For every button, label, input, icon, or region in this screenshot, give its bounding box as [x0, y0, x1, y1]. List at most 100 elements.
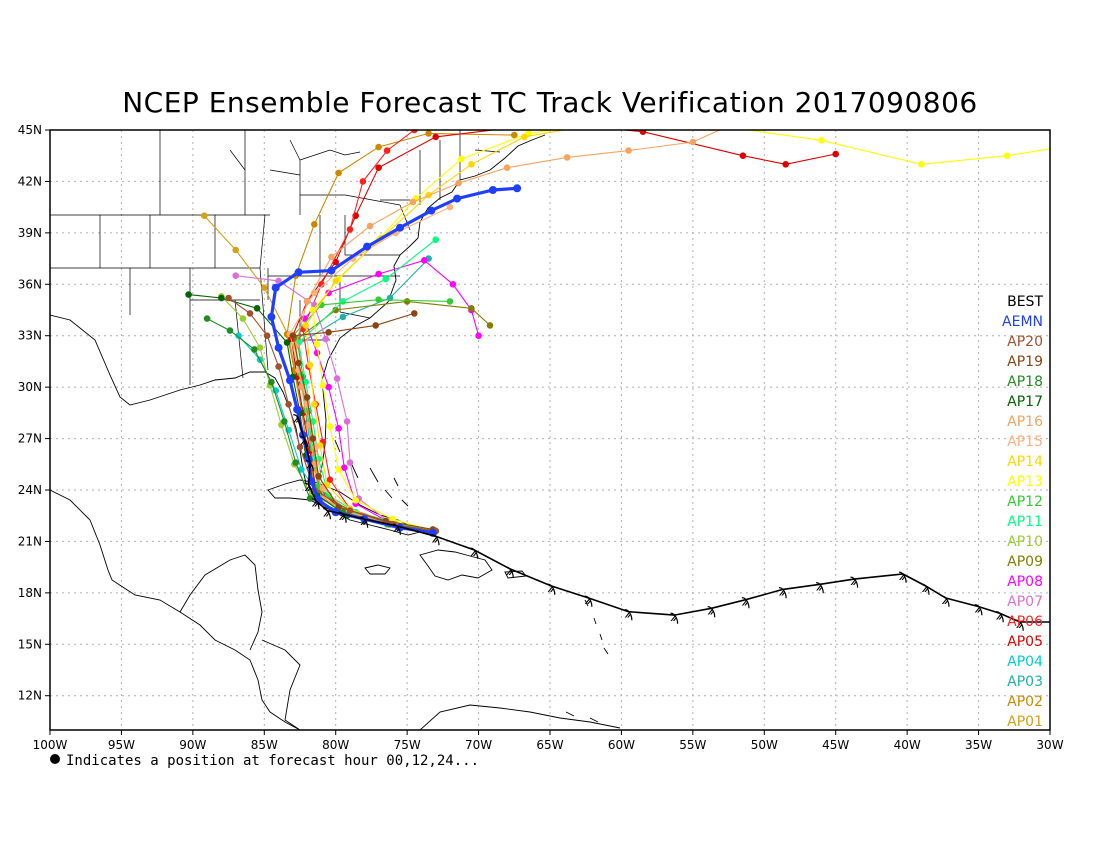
- track-position-dot: [335, 425, 342, 432]
- track-position-dot: [326, 476, 334, 484]
- track-position-dot: [275, 363, 282, 370]
- track-position-dot: [263, 332, 271, 340]
- track-position-dot: [918, 161, 925, 168]
- hurricane-symbol-icon: ϡ: [360, 511, 369, 529]
- track-position-dot: [311, 401, 318, 408]
- track-position-dot: [298, 466, 305, 473]
- track-position-dot: [486, 322, 494, 329]
- track-position-dot: [335, 169, 342, 177]
- track-line: [305, 130, 567, 532]
- track-position-dot: [563, 154, 571, 161]
- track-position-dot: [453, 194, 462, 203]
- south-america-coast: [419, 704, 621, 730]
- track-position-dot: [818, 137, 825, 144]
- track-position-dot: [285, 401, 292, 408]
- hurricane-symbol-icon: ϡ: [921, 578, 930, 596]
- legend-entry-ap12: AP12: [1007, 494, 1043, 510]
- track-position-dot: [239, 315, 247, 322]
- track-position-dot: [274, 343, 283, 352]
- lat-tick-label: 27N: [18, 432, 42, 446]
- us-coastline: [50, 134, 546, 495]
- track-position-dot: [303, 298, 311, 305]
- track-position-dot: [352, 497, 360, 504]
- track-position-dot: [235, 332, 242, 340]
- lat-tick-label: 21N: [18, 534, 42, 548]
- track-position-dot: [432, 133, 440, 141]
- track-position-dot: [322, 335, 330, 343]
- track-position-dot: [511, 131, 518, 139]
- track-position-dot: [346, 507, 354, 514]
- track-position-dot: [293, 405, 302, 414]
- hurricane-symbol-icon: ϡ: [815, 576, 824, 594]
- track-position-dot: [309, 306, 317, 314]
- track-position-dot: [396, 223, 404, 232]
- track-position-dot: [335, 466, 342, 473]
- hurricane-symbol-icon: ϡ: [584, 590, 593, 608]
- lon-tick-label: 85W: [251, 738, 278, 752]
- track-position-dot: [346, 226, 354, 233]
- track-position-dot: [421, 257, 428, 264]
- hurricane-symbol-icon: ϡ: [547, 578, 556, 596]
- track-position-dot: [521, 133, 528, 141]
- track-position-dot: [1003, 152, 1011, 159]
- legend-entry-ap17: AP17: [1007, 394, 1043, 410]
- track-position-dot: [547, 120, 554, 127]
- legend-entry-ap15: AP15: [1007, 434, 1043, 450]
- lon-tick-label: 40W: [894, 738, 921, 752]
- track-position-dot: [268, 378, 275, 386]
- track-position-dot: [275, 277, 282, 285]
- track-position-dot: [363, 242, 372, 251]
- central-america-coast: [261, 639, 301, 730]
- track-position-dot: [292, 459, 300, 466]
- hurricane-symbol-icon: ϡ: [470, 542, 479, 560]
- track-position-dot: [409, 198, 417, 206]
- footnote-text: Indicates a position at forecast hour 00…: [66, 753, 480, 769]
- lat-tick-label: 42N: [18, 174, 42, 188]
- hurricane-symbol-icon: ϡ: [505, 561, 514, 579]
- track-position-dot: [203, 315, 211, 322]
- track-position-dot: [325, 383, 332, 391]
- chart-title: NCEP Ensemble Forecast TC Track Verifica…: [122, 86, 978, 119]
- track-position-dot: [440, 101, 447, 108]
- lon-tick-label: 35W: [965, 738, 992, 752]
- lat-tick-label: 18N: [18, 586, 42, 600]
- track-position-dot: [503, 164, 511, 171]
- lat-tick-label: 39N: [18, 226, 42, 240]
- longitude-labels: 100W 95W 90W 85W 80W 75W 70W 65W 60W 55W 50W 45W 40W…: [33, 730, 1064, 752]
- track-position-dot: [446, 203, 454, 211]
- track-position-dot: [286, 376, 294, 385]
- jamaica-outline: [364, 564, 391, 575]
- legend-entry-ap06: AP06: [1007, 614, 1043, 630]
- track-position-dot: [513, 184, 522, 193]
- hurricane-symbol-icon: ϡ: [898, 566, 907, 584]
- hurricane-symbol-icon: ϡ: [624, 604, 633, 622]
- track-position-dot: [306, 361, 314, 369]
- legend-entry-ap07: AP07: [1007, 594, 1043, 610]
- hurricane-symbol-icon: ϡ: [995, 605, 1004, 623]
- hurricane-symbol-icon: ϡ: [300, 431, 309, 449]
- latitude-labels: 45N 42N 39N 36N 33N 30N 27N 24N 21N 18N 15N 12N: [18, 123, 50, 703]
- track-position-dot: [327, 266, 336, 275]
- track-position-dot: [292, 342, 300, 350]
- track-position-dot: [403, 298, 411, 305]
- track-position-dot: [332, 306, 340, 314]
- track-position-dot: [359, 178, 367, 185]
- track-position-dot: [455, 179, 462, 187]
- hurricane-symbol-icon: ϡ: [741, 592, 750, 610]
- legend-entry-ap01: AP01: [1007, 714, 1043, 730]
- hurricane-symbol-icon: ϡ: [292, 408, 301, 426]
- track-position-dot: [375, 143, 382, 151]
- track-position-dot: [294, 268, 303, 277]
- hurricane-symbol-icon: ϡ: [974, 599, 983, 617]
- legend-entry-ap10: AP10: [1007, 534, 1043, 550]
- position-dot-icon: [50, 754, 60, 764]
- track-position-dot: [468, 305, 475, 312]
- track-position-dot: [313, 349, 321, 357]
- hurricane-symbol-icon: ϡ: [850, 571, 859, 589]
- lon-tick-label: 90W: [179, 738, 206, 752]
- track-position-dot: [295, 359, 302, 367]
- legend-entry-ap13: AP13: [1007, 474, 1043, 490]
- track-position-dot: [326, 423, 334, 430]
- track-position-dot: [319, 382, 327, 389]
